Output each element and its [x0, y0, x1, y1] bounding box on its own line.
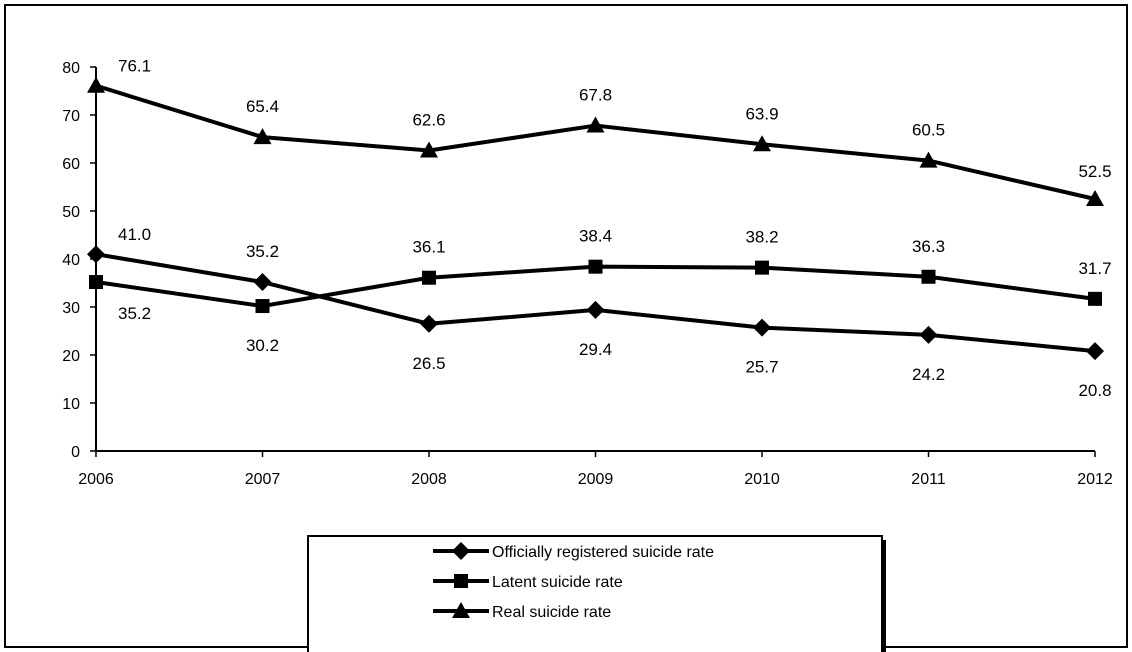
data-point-square: [921, 269, 936, 284]
y-tick-label: 10: [62, 396, 80, 413]
plot-axes: 0 10 20 30 40 50 60 70 80 2006 2007 2008 2009 2010 201…: [62, 60, 1113, 488]
data-point-square: [588, 259, 603, 274]
data-point-triangle: [753, 135, 771, 152]
y-tick-label: 0: [71, 444, 80, 461]
data-label: 38.4: [579, 227, 612, 246]
y-tick-label: 80: [62, 60, 80, 77]
data-point-triangle: [919, 151, 938, 168]
y-tick-label: 50: [62, 204, 80, 221]
data-label: 60.5: [912, 121, 945, 140]
data-label: 24.2: [912, 365, 945, 384]
data-label: 36.3: [912, 237, 945, 256]
data-label: 63.9: [745, 104, 778, 123]
data-label: 35.2: [246, 242, 279, 261]
data-point-square: [89, 275, 103, 290]
data-point-diamond: [919, 325, 938, 344]
data-label: 29.4: [579, 340, 612, 359]
x-tick-label: 2012: [1077, 471, 1113, 488]
x-tick-label: 2010: [744, 471, 780, 488]
data-label: 36.1: [412, 238, 445, 257]
x-tick-label: 2011: [911, 471, 946, 488]
legend-marker-triangle: [452, 602, 470, 618]
data-point-diamond: [87, 245, 105, 264]
y-tick-label: 60: [62, 156, 80, 173]
legend-marker-square: [454, 574, 468, 588]
legend-items: Officially registered suicide rate Latent…: [433, 542, 714, 621]
data-label: 35.2: [118, 304, 151, 323]
y-tick-label: 40: [62, 252, 80, 269]
data-point-triangle: [253, 128, 272, 145]
y-tick-label: 70: [62, 108, 80, 125]
legend-label: Officially registered suicide rate: [492, 544, 714, 561]
data-labels: 41.0 35.2 26.5 29.4 25.7 24.2 20.8 35.2 30.2 36.1…: [118, 57, 1112, 400]
series-layer: [87, 76, 1104, 361]
data-point-square: [755, 260, 769, 275]
data-point-triangle: [420, 141, 438, 158]
data-point-triangle: [87, 76, 105, 93]
data-point-diamond: [420, 314, 438, 333]
data-point-diamond: [753, 318, 771, 337]
y-tick-label: 20: [62, 348, 80, 365]
data-label: 52.5: [1078, 162, 1111, 181]
data-label: 76.1: [118, 57, 151, 76]
data-point-square: [1088, 291, 1102, 306]
data-point-diamond: [586, 300, 605, 319]
data-label: 30.2: [246, 336, 279, 355]
data-label: 25.7: [745, 358, 778, 377]
data-point-triangle: [1086, 190, 1104, 206]
data-label: 41.0: [118, 225, 151, 244]
x-tick-label: 2009: [578, 471, 614, 488]
data-point-square: [422, 270, 436, 285]
legend-label: Latent suicide rate: [492, 574, 623, 591]
data-label: 31.7: [1078, 259, 1111, 278]
data-label: 38.2: [745, 228, 778, 247]
data-point-triangle: [586, 116, 605, 133]
legend: Officially registered suicide rate Latent…: [307, 535, 886, 652]
data-label: 26.5: [412, 354, 445, 373]
legend-marker-diamond: [452, 542, 470, 560]
legend-label: Real suicide rate: [492, 604, 611, 621]
x-tick-label: 2007: [245, 471, 281, 488]
x-tick-label: 2006: [78, 471, 114, 488]
data-point-diamond: [1086, 342, 1104, 361]
data-point-diamond: [253, 273, 272, 292]
data-point-square: [255, 299, 270, 314]
legend-box: [307, 535, 883, 652]
data-label: 65.4: [246, 97, 279, 116]
data-label: 67.8: [579, 86, 612, 105]
x-tick-label: 2008: [411, 471, 447, 488]
y-tick-label: 30: [62, 300, 80, 317]
data-label: 20.8: [1078, 381, 1111, 400]
data-label: 62.6: [412, 111, 445, 130]
